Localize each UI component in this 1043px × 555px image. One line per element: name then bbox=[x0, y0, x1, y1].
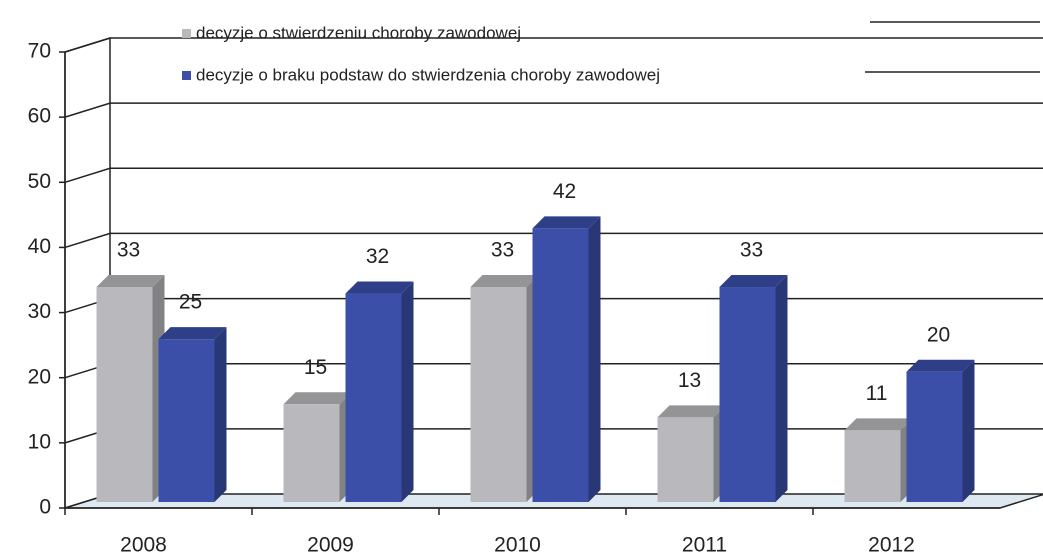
y-tick-label: 60 bbox=[28, 105, 51, 128]
x-tick-label: 2012 bbox=[868, 534, 915, 555]
bar bbox=[532, 228, 589, 502]
bar-side bbox=[775, 275, 788, 502]
bar-top bbox=[657, 405, 726, 418]
value-label: 11 bbox=[866, 382, 888, 405]
bar-top bbox=[532, 216, 601, 229]
x-tick-label: 2009 bbox=[307, 534, 354, 555]
bar-side bbox=[962, 359, 975, 502]
y-tick-label: 20 bbox=[28, 365, 51, 388]
legend-swatch bbox=[182, 71, 191, 80]
bar-top bbox=[283, 392, 352, 405]
bar-top bbox=[345, 281, 414, 294]
bar-side bbox=[214, 327, 227, 502]
bar bbox=[96, 287, 153, 502]
x-tick-label: 2008 bbox=[120, 534, 167, 555]
legend-label: decyzje o stwierdzeniu choroby zawodowej bbox=[196, 23, 521, 42]
bar-top bbox=[906, 359, 975, 372]
value-label: 25 bbox=[179, 291, 202, 314]
bar bbox=[844, 430, 901, 502]
value-label: 42 bbox=[553, 180, 576, 203]
y-tick-label: 40 bbox=[28, 235, 51, 258]
legend-swatch bbox=[182, 29, 191, 38]
bar-top bbox=[719, 275, 788, 288]
bar-side bbox=[401, 281, 414, 502]
bar-top bbox=[470, 275, 539, 288]
y-tick-label: 10 bbox=[28, 430, 51, 453]
bar bbox=[719, 287, 776, 502]
y-tick-label: 0 bbox=[39, 496, 51, 519]
y-tick-label: 70 bbox=[28, 40, 51, 63]
x-tick-label: 2011 bbox=[682, 534, 727, 555]
value-label: 13 bbox=[678, 369, 701, 392]
bar bbox=[906, 371, 963, 502]
bar bbox=[657, 417, 714, 502]
value-label: 15 bbox=[304, 356, 327, 379]
y-tick-label: 30 bbox=[28, 300, 51, 323]
bar bbox=[345, 293, 402, 502]
value-label: 20 bbox=[927, 323, 950, 346]
value-label: 33 bbox=[117, 239, 140, 262]
x-tick-label: 2010 bbox=[494, 534, 541, 555]
grid-line bbox=[64, 167, 1043, 184]
grid-line bbox=[64, 232, 1043, 249]
value-label: 33 bbox=[491, 239, 514, 262]
grid-line bbox=[64, 37, 1043, 53]
grid-line bbox=[64, 102, 1043, 118]
value-label: 32 bbox=[366, 245, 389, 268]
bar bbox=[158, 339, 215, 502]
bar bbox=[283, 404, 340, 502]
value-label: 33 bbox=[740, 239, 763, 262]
bar-top bbox=[844, 418, 913, 431]
legend-label: decyzje o braku podstaw do stwierdzenia … bbox=[196, 65, 660, 84]
y-tick-label: 50 bbox=[28, 170, 51, 193]
bar bbox=[470, 287, 527, 502]
bar-top bbox=[96, 275, 165, 288]
bar-top bbox=[158, 327, 227, 340]
bar-side bbox=[588, 216, 601, 502]
